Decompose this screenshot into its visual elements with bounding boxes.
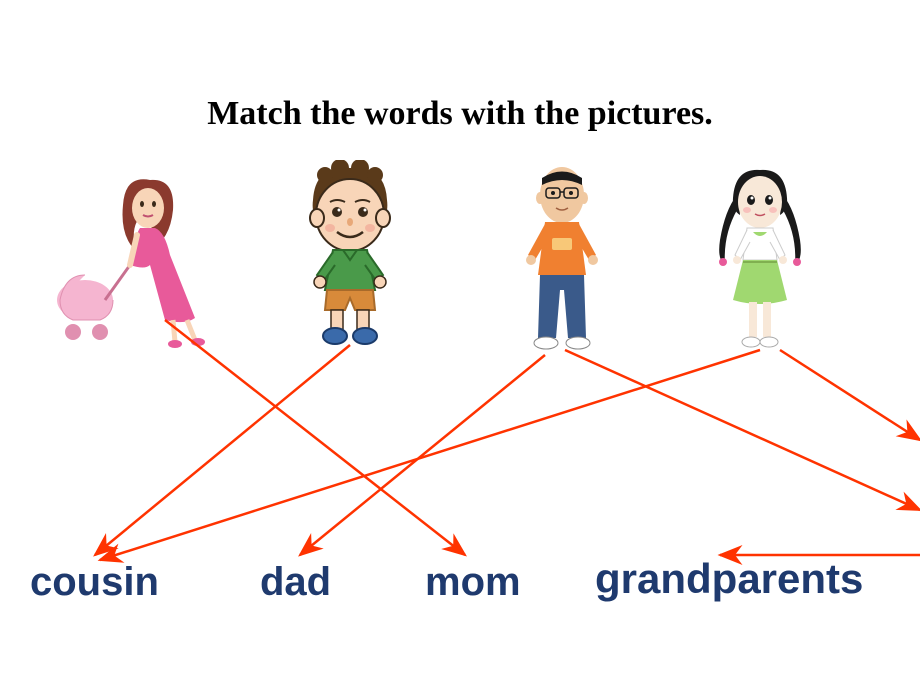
word-grandparents: grandparents <box>595 555 863 603</box>
dad-figure <box>490 160 635 355</box>
boy-figure <box>275 160 425 350</box>
word-dad: dad <box>260 560 331 605</box>
word-mom: mom <box>425 560 521 605</box>
girl-figure <box>695 160 825 355</box>
page-title: Match the words with the pictures. <box>0 95 920 133</box>
word-cousin: cousin <box>30 560 159 605</box>
mom-figure <box>55 160 220 350</box>
